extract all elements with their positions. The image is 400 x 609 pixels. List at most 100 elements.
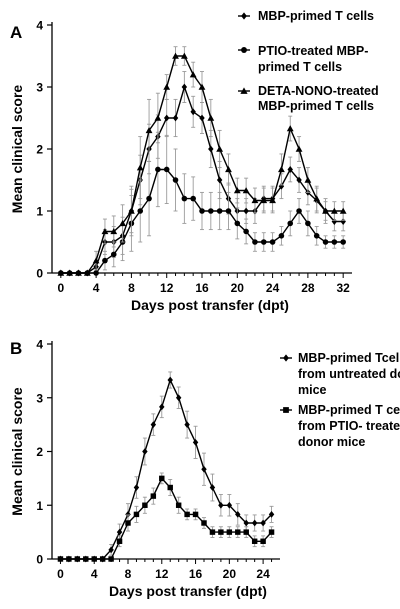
data-point: [92, 257, 100, 264]
data-point: [119, 220, 126, 227]
data-point: [189, 71, 197, 78]
data-point: [243, 207, 249, 215]
data-point: [136, 164, 144, 171]
data-point: [108, 556, 114, 562]
legend-entry: PTIO-treated MBP-primed T cells: [238, 44, 368, 74]
legend-marker: [240, 87, 248, 94]
data-point: [216, 176, 223, 184]
legend-entry: MBP-primed T cells: [238, 9, 374, 23]
data-point: [116, 538, 123, 544]
data-point: [305, 220, 311, 227]
data-point: [207, 114, 215, 121]
legend-label: MBP-primed T cells: [298, 403, 400, 417]
data-point: [243, 228, 249, 235]
data-point: [128, 207, 135, 214]
data-point: [209, 529, 216, 535]
data-point: [218, 529, 224, 535]
data-point: [155, 166, 161, 173]
data-point: [251, 519, 258, 527]
series-line: [60, 477, 273, 560]
x-tick-label: 8: [125, 567, 132, 581]
data-point: [201, 465, 207, 473]
data-point: [133, 511, 140, 518]
y-tick-label: 4: [36, 19, 43, 33]
legend-marker: [241, 12, 247, 20]
data-point: [313, 195, 321, 202]
legend-label: MBP-primed Tcells: [298, 351, 400, 365]
data-point: [125, 510, 131, 518]
data-point: [172, 52, 179, 59]
data-point: [225, 208, 232, 214]
data-point: [268, 510, 275, 518]
data-point: [163, 114, 170, 122]
x-tick-label: 4: [93, 281, 100, 295]
data-point: [57, 269, 65, 276]
data-point: [322, 207, 329, 214]
series-diamond: [57, 371, 275, 563]
data-point: [184, 421, 190, 429]
data-point: [159, 475, 165, 482]
data-point: [252, 239, 258, 245]
x-tick-label: 12: [160, 281, 174, 295]
data-point: [167, 376, 173, 384]
legend-label: PTIO-treated MBP-: [258, 44, 368, 58]
legend-label: from PTIO- treated: [298, 419, 400, 433]
data-point: [226, 501, 233, 509]
data-point: [154, 114, 162, 121]
data-point: [330, 207, 338, 214]
data-point: [340, 239, 346, 245]
data-point: [142, 502, 148, 508]
legend-label: MBP-primed T cells: [258, 9, 374, 23]
legend-label: from untreated donor: [298, 367, 400, 381]
data-point: [242, 187, 250, 194]
data-point: [251, 538, 258, 544]
data-point: [101, 228, 109, 235]
data-point: [133, 484, 140, 491]
data-point: [175, 502, 182, 508]
data-point: [190, 108, 196, 116]
data-point: [125, 520, 131, 526]
data-point: [313, 233, 320, 239]
data-point: [260, 197, 268, 204]
data-point: [142, 448, 148, 455]
data-point: [163, 166, 170, 173]
data-point: [93, 270, 99, 276]
legend-label: DETA-NONO-treated: [258, 84, 379, 98]
y-tick-label: 2: [36, 143, 43, 157]
data-point: [216, 145, 224, 152]
data-point: [192, 438, 199, 446]
data-point: [226, 529, 233, 535]
data-point: [102, 257, 108, 264]
legend-label: MBP-primed T cells: [258, 99, 374, 113]
x-axis-title: Days post transfer (dpt): [109, 583, 267, 599]
data-point: [269, 239, 276, 245]
data-point: [339, 207, 347, 214]
data-point: [116, 528, 123, 536]
y-tick-label: 1: [36, 499, 43, 513]
data-point: [260, 538, 266, 544]
data-point: [66, 269, 74, 276]
data-point: [192, 511, 199, 518]
data-point: [287, 220, 294, 227]
data-point: [304, 176, 312, 183]
data-point: [181, 83, 188, 91]
data-point: [99, 556, 106, 562]
panel-letter: A: [10, 23, 22, 42]
data-point: [175, 394, 182, 402]
y-tick-label: 3: [36, 81, 43, 95]
data-point: [331, 218, 338, 225]
series-square: [57, 472, 275, 562]
data-point: [167, 484, 173, 491]
y-tick-label: 0: [36, 553, 43, 567]
data-point: [331, 239, 338, 245]
x-tick-label: 0: [57, 567, 64, 581]
data-point: [146, 195, 152, 202]
data-point: [57, 556, 64, 562]
x-tick-label: 12: [155, 567, 169, 581]
panel-letter: B: [10, 339, 22, 358]
y-tick-label: 1: [36, 205, 43, 219]
data-point: [295, 145, 303, 152]
data-point: [181, 195, 188, 202]
data-point: [322, 239, 329, 245]
